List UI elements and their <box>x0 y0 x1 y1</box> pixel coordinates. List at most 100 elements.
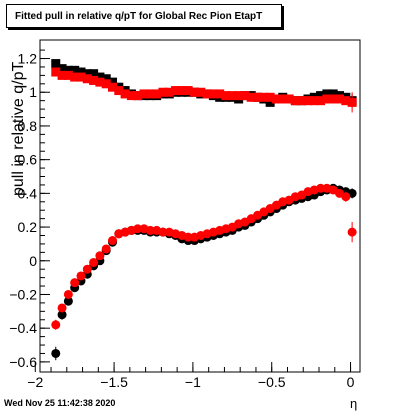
data-point <box>82 74 92 84</box>
data-point <box>253 92 263 102</box>
data-point <box>145 225 155 235</box>
data-point <box>202 89 212 99</box>
data-point <box>63 70 73 80</box>
data-point <box>57 310 67 320</box>
data-point <box>95 72 105 82</box>
y-tick-label: 0.4 <box>18 185 38 201</box>
y-tick-label: −0.4 <box>9 320 37 336</box>
y-tick-label: 0 <box>29 253 37 269</box>
data-point <box>70 72 80 82</box>
data-point <box>57 303 67 313</box>
data-point <box>234 91 244 101</box>
data-point <box>120 89 130 99</box>
y-tick-label: −0.6 <box>9 354 37 370</box>
data-point <box>265 92 275 102</box>
data-point <box>309 96 319 106</box>
data-point <box>82 69 92 79</box>
x-tick-label: −2 <box>27 374 43 390</box>
y-tick-label: 0.2 <box>18 219 38 235</box>
data-point <box>347 97 357 107</box>
data-point <box>57 64 67 74</box>
data-point <box>221 91 231 101</box>
data-point <box>89 257 99 267</box>
series-1 <box>51 67 357 113</box>
data-point <box>208 89 218 99</box>
data-point <box>265 97 275 107</box>
data-point <box>164 87 174 97</box>
data-point <box>82 264 92 274</box>
data-point <box>139 89 149 99</box>
data-point <box>284 94 294 104</box>
data-point <box>57 70 67 80</box>
data-point <box>108 82 118 92</box>
y-tick-label: 1.2 <box>18 51 38 67</box>
data-point <box>76 72 86 82</box>
data-point <box>316 183 326 193</box>
x-tick-label: −0.5 <box>258 374 286 390</box>
y-tick-label: 1 <box>29 84 37 100</box>
data-point <box>70 65 80 75</box>
data-point <box>328 94 338 104</box>
data-point <box>246 92 256 102</box>
data-point <box>177 86 187 96</box>
chart-title: Fitted pull in relative q/pT for Global … <box>6 4 282 28</box>
data-point <box>271 94 281 104</box>
data-point <box>347 227 357 237</box>
data-point <box>158 87 168 97</box>
data-point <box>114 86 124 96</box>
data-point <box>341 192 351 202</box>
data-point <box>76 67 86 77</box>
data-point <box>341 96 351 106</box>
data-point <box>51 67 61 77</box>
data-point <box>108 236 118 246</box>
data-point <box>215 89 225 99</box>
data-point <box>89 69 99 79</box>
axis-ticks: −2 −1.5 −1 −0.5 0 −0.6 −0.4 −0.2 0 0.2 0.4 0.6 0.8 1 1… <box>9 49 355 390</box>
y-axis-label: pull in relative q/pT <box>10 61 27 196</box>
data-point <box>196 87 206 97</box>
x-tick-label: −1.5 <box>100 374 128 390</box>
data-point <box>63 65 73 75</box>
data-marks <box>51 59 357 361</box>
y-tick-label: 0.8 <box>18 118 38 134</box>
data-point <box>259 92 269 102</box>
data-point <box>183 86 193 96</box>
data-point <box>133 91 143 101</box>
x-tick-label: −1 <box>185 374 201 390</box>
data-point <box>133 224 143 234</box>
data-point <box>152 89 162 99</box>
data-point <box>227 91 237 101</box>
data-point <box>171 86 181 96</box>
data-point <box>316 91 326 101</box>
datestamp: Wed Nov 25 11:42:38 2020 <box>4 398 116 408</box>
data-point <box>101 74 111 84</box>
data-point <box>316 96 326 106</box>
data-point <box>126 91 136 101</box>
data-point <box>145 89 155 99</box>
series-3 <box>51 183 357 330</box>
data-point <box>240 91 250 101</box>
data-point <box>51 348 61 358</box>
data-point <box>335 94 345 104</box>
data-point <box>328 89 338 99</box>
data-point <box>322 89 332 99</box>
data-point <box>70 278 80 288</box>
data-point <box>189 87 199 97</box>
data-point <box>101 79 111 89</box>
data-point <box>108 77 118 87</box>
data-point <box>278 94 288 104</box>
y-tick-label: 0.6 <box>18 152 38 168</box>
data-point <box>303 96 313 106</box>
data-point <box>51 59 61 69</box>
data-point <box>89 75 99 85</box>
data-point <box>63 296 73 306</box>
data-point <box>51 320 61 330</box>
data-point <box>183 232 193 242</box>
data-point <box>63 289 73 299</box>
data-point <box>290 96 300 106</box>
data-point <box>76 271 86 281</box>
data-point <box>297 96 307 106</box>
data-point <box>95 77 105 87</box>
x-tick-label: 0 <box>347 374 355 390</box>
